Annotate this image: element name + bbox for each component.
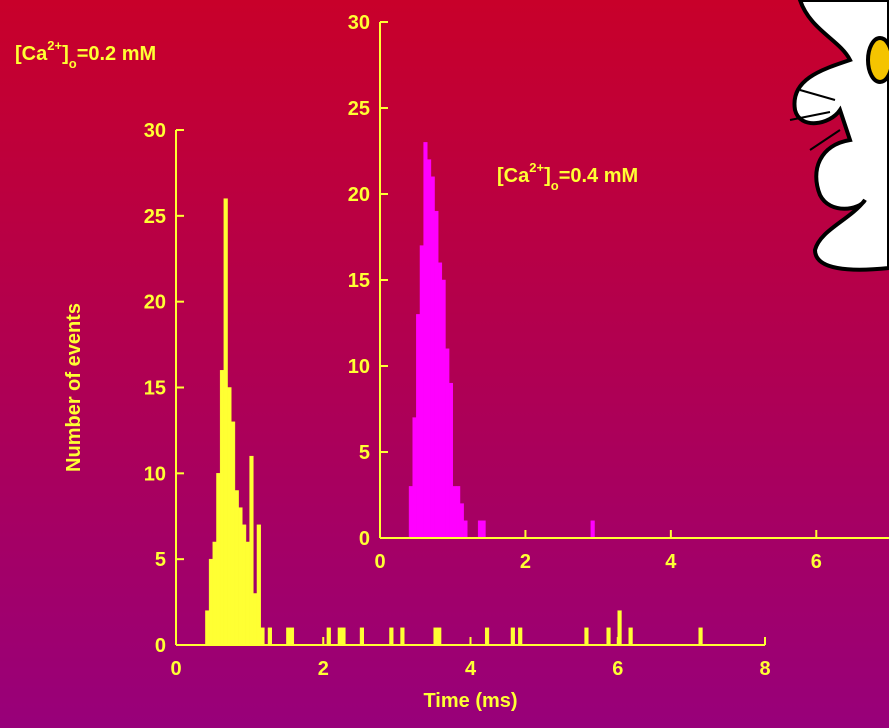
annotation-text: [Ca xyxy=(497,165,530,187)
bar xyxy=(437,262,443,539)
annotation-subscript: o xyxy=(551,178,559,193)
bar xyxy=(219,370,225,646)
x-tick-label: 2 xyxy=(318,658,329,680)
x-tick-label: 4 xyxy=(665,551,677,573)
y-axis-title: Number of events xyxy=(63,303,85,472)
annotation: [Ca2+]o=0.2 mM xyxy=(15,38,156,71)
x-axis-title: Time (ms) xyxy=(423,690,517,712)
bar xyxy=(459,503,464,539)
y-tick-label: 30 xyxy=(348,12,370,34)
bar xyxy=(249,455,254,646)
bar xyxy=(698,627,703,646)
bar xyxy=(606,627,611,646)
bar xyxy=(223,198,228,646)
annotation-text: [Ca xyxy=(15,43,48,65)
y-tick-label: 30 xyxy=(144,120,166,142)
bar xyxy=(389,627,394,646)
bar xyxy=(234,490,239,646)
bar xyxy=(427,159,432,539)
x-tick-label: 2 xyxy=(520,551,531,573)
bar xyxy=(584,627,589,646)
annotation-superscript: 2+ xyxy=(47,38,62,53)
y-tick-label: 25 xyxy=(348,98,370,120)
y-tick-label: 15 xyxy=(144,378,166,400)
bar xyxy=(341,627,346,646)
y-tick-label: 20 xyxy=(144,292,166,314)
bar xyxy=(430,176,435,539)
x-tick-label: 6 xyxy=(612,658,623,680)
bar xyxy=(448,382,453,539)
bar xyxy=(445,348,450,539)
y-tick-label: 10 xyxy=(144,463,166,485)
bar xyxy=(423,142,428,539)
bar xyxy=(408,486,413,539)
bar xyxy=(419,245,424,539)
bar xyxy=(456,486,461,539)
y-tick-label: 5 xyxy=(359,442,370,464)
bar xyxy=(463,520,468,539)
bar xyxy=(518,627,523,646)
bar xyxy=(590,520,595,539)
y-tick-label: 20 xyxy=(348,184,370,206)
annotation-text: =0.4 mM xyxy=(559,165,638,187)
bar xyxy=(253,593,258,646)
bar xyxy=(359,627,364,646)
bar xyxy=(212,541,217,646)
y-tick-label: 0 xyxy=(359,528,370,550)
bar xyxy=(230,421,236,646)
annotation-text: ] xyxy=(544,165,551,187)
bar xyxy=(412,417,417,539)
annotation: [Ca2+]o=0.4 mM xyxy=(497,160,638,193)
bar xyxy=(238,507,243,646)
bar xyxy=(205,610,210,646)
y-tick-label: 15 xyxy=(348,270,370,292)
annotation-text: =0.2 mM xyxy=(77,43,156,65)
bar xyxy=(433,627,438,646)
bar xyxy=(441,279,446,539)
bar xyxy=(484,627,490,646)
x-tick-label: 4 xyxy=(465,658,477,680)
bar xyxy=(260,627,265,646)
y-tick-label: 0 xyxy=(155,635,166,657)
bar xyxy=(326,627,331,646)
bar xyxy=(452,486,457,539)
bar xyxy=(510,627,515,646)
bar xyxy=(256,524,261,646)
annotation-superscript: 2+ xyxy=(529,160,544,175)
x-tick-label: 8 xyxy=(759,658,770,680)
bar xyxy=(416,314,421,539)
histogram-panel: 0 5 10 15 20 25 30 0 2 4 6 [Ca2+]o=0.4 mM xyxy=(348,12,889,573)
annotation-subscript: o xyxy=(69,56,77,71)
bar xyxy=(208,558,214,646)
y-tick-label: 10 xyxy=(348,356,370,378)
bar xyxy=(267,627,272,646)
bar xyxy=(477,520,486,539)
bar xyxy=(216,473,221,646)
y-tick-label: 25 xyxy=(144,206,166,228)
bar xyxy=(227,387,232,646)
bar xyxy=(628,627,633,646)
bar xyxy=(245,541,250,646)
y-tick-label: 5 xyxy=(155,549,166,571)
bar xyxy=(289,627,295,646)
cartoon-mouse xyxy=(789,0,889,272)
x-tick-label: 6 xyxy=(811,551,822,573)
bar xyxy=(337,627,342,646)
bar xyxy=(242,524,247,646)
bar xyxy=(400,627,405,646)
bar xyxy=(437,627,442,646)
x-tick-label: 0 xyxy=(374,551,385,573)
bar xyxy=(434,210,439,539)
x-tick-label: 0 xyxy=(170,658,181,680)
annotation-text: ] xyxy=(62,43,69,65)
bar xyxy=(286,627,291,646)
